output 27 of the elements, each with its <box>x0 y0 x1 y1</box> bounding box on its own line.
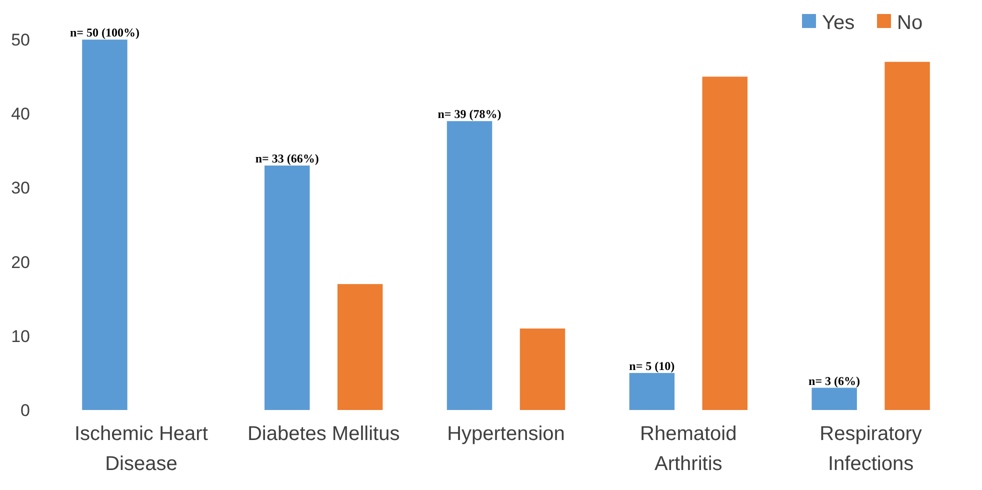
legend-label: No <box>897 12 923 34</box>
bar <box>446 121 492 410</box>
y-tick-label: 50 <box>11 30 30 50</box>
bar <box>337 284 383 410</box>
data-label: n= 50 (100%) <box>70 26 140 40</box>
bar <box>629 372 675 410</box>
x-tick-label: Respiratory Infections <box>820 423 922 475</box>
x-tick-label: Hypertension <box>447 423 565 445</box>
bar <box>82 40 128 410</box>
data-label: n= 3 (6%) <box>808 374 860 388</box>
data-label: n= 5 (10) <box>629 358 675 373</box>
legend-label: Yes <box>822 12 855 34</box>
bar <box>812 388 857 410</box>
bar <box>520 328 566 410</box>
y-tick-label: 40 <box>11 104 30 124</box>
bar <box>702 76 748 410</box>
x-tick-label: Ischemic Heart Disease <box>74 423 208 475</box>
y-tick-label: 0 <box>20 400 30 420</box>
bar <box>264 166 310 410</box>
data-label: n= 39 (78%) <box>438 107 502 122</box>
y-tick-label: 10 <box>11 326 30 346</box>
x-tick-label: Rhematoid Arthritis <box>640 423 737 475</box>
bar <box>884 62 930 410</box>
y-tick-label: 30 <box>11 178 30 198</box>
x-tick-label: Diabetes Mellitus <box>247 423 400 445</box>
data-label: n= 33 (66%) <box>255 152 319 166</box>
y-tick-label: 20 <box>11 252 30 272</box>
